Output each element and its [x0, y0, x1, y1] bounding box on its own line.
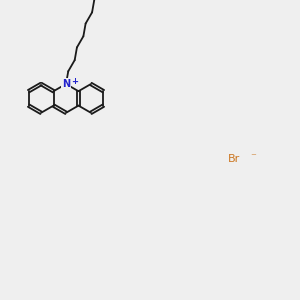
Text: ⁻: ⁻: [250, 152, 256, 163]
Text: Br: Br: [228, 154, 240, 164]
Text: +: +: [71, 77, 79, 86]
Text: N: N: [62, 79, 70, 89]
